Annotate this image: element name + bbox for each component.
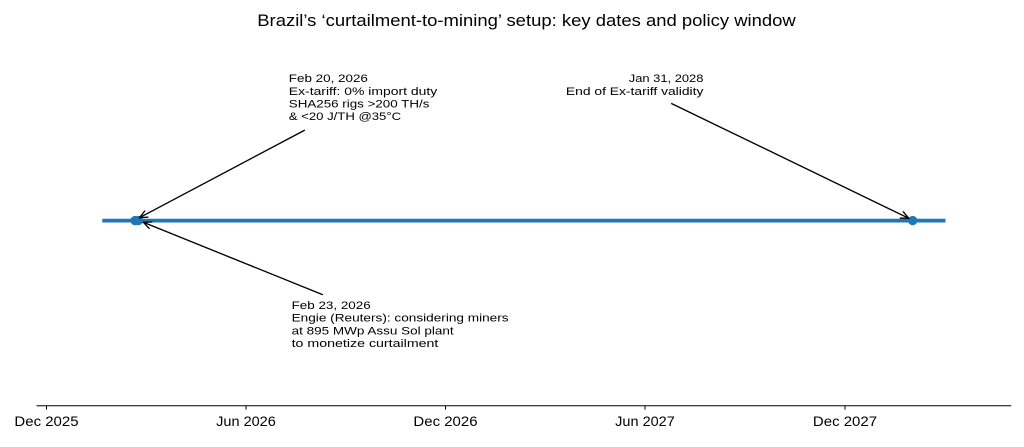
svg-text:Jun 2027: Jun 2027 <box>615 413 675 429</box>
svg-text:Feb 20, 2026: Feb 20, 2026 <box>289 73 368 85</box>
svg-text:Feb 23, 2026: Feb 23, 2026 <box>292 300 371 312</box>
svg-text:Engie (Reuters): considering m: Engie (Reuters): considering miners <box>292 313 509 325</box>
svg-text:to monetize curtailment: to monetize curtailment <box>292 338 439 350</box>
svg-text:Ex-tariff: 0% import duty: Ex-tariff: 0% import duty <box>289 86 438 98</box>
svg-text:& <20 J/TH @35°C: & <20 J/TH @35°C <box>289 111 402 123</box>
svg-text:Dec 2025: Dec 2025 <box>14 413 78 429</box>
svg-text:Brazil’s ‘curtailment-to-minin: Brazil’s ‘curtailment-to-mining’ setup: … <box>257 12 796 30</box>
svg-text:End of Ex-tariff validity: End of Ex-tariff validity <box>566 86 704 98</box>
svg-text:at 895 MWp Assu Sol plant: at 895 MWp Assu Sol plant <box>292 325 454 337</box>
svg-text:Dec 2027: Dec 2027 <box>813 413 877 429</box>
svg-text:Jun 2026: Jun 2026 <box>216 413 276 429</box>
svg-text:SHA256 rigs >200 TH/s: SHA256 rigs >200 TH/s <box>289 99 430 111</box>
svg-text:Jan 31, 2028: Jan 31, 2028 <box>629 73 704 85</box>
svg-text:Dec 2026: Dec 2026 <box>413 413 477 429</box>
